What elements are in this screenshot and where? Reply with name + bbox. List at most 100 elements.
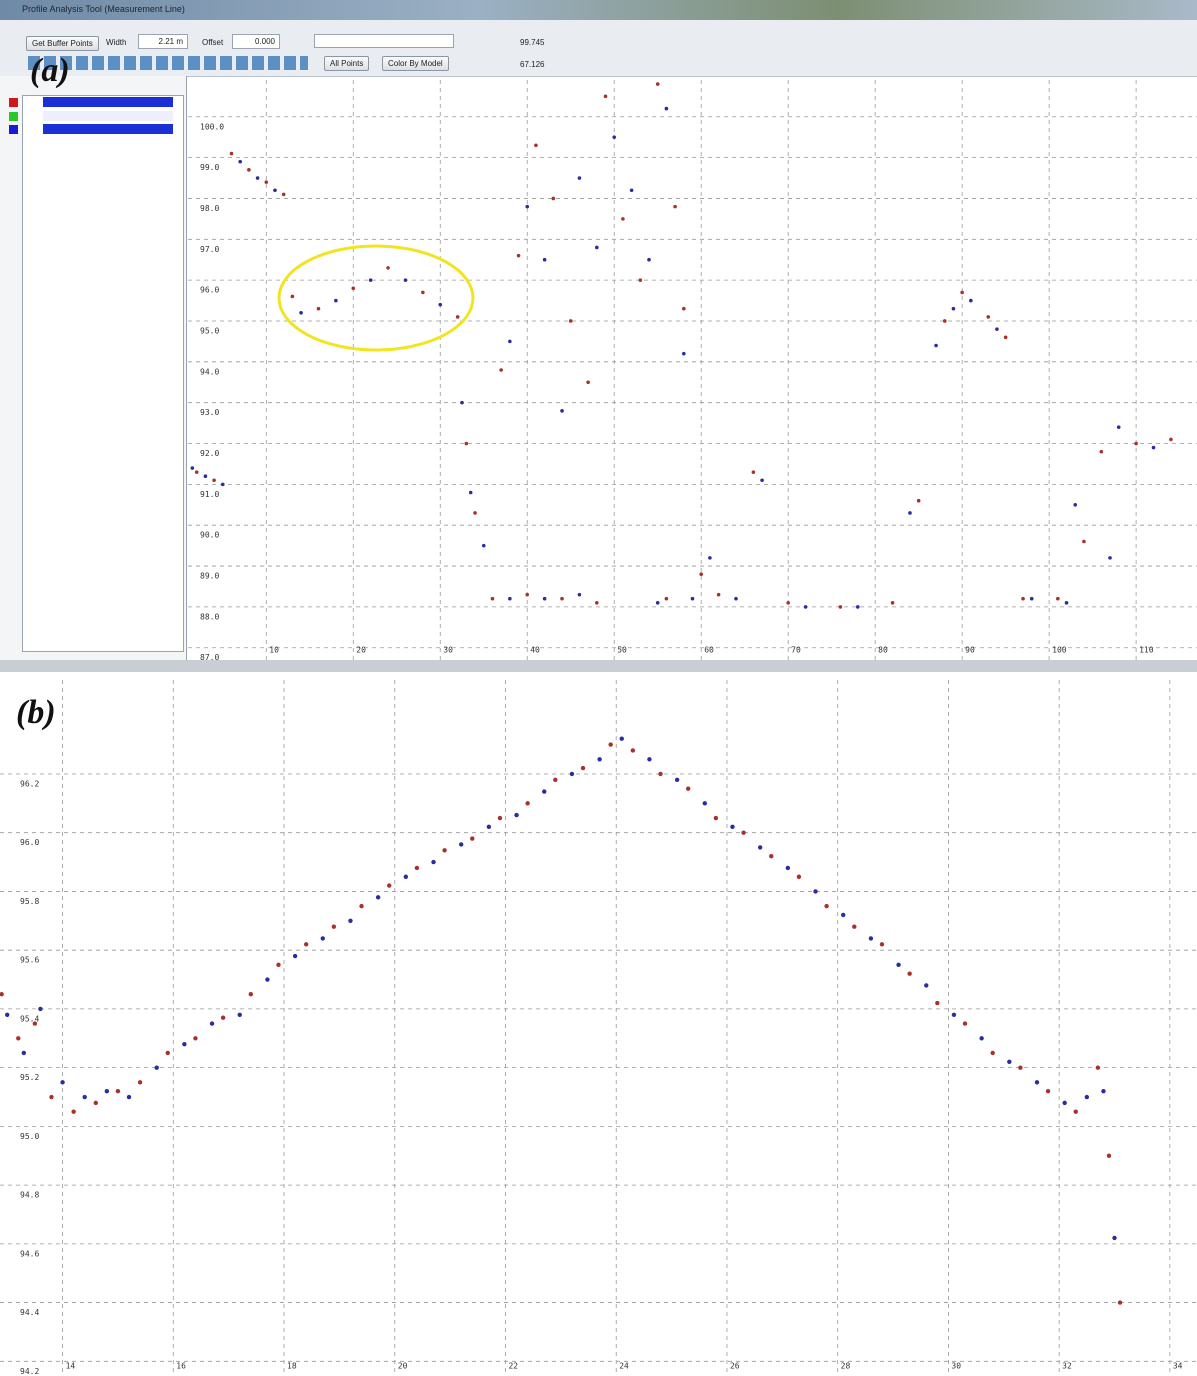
point: [438, 302, 443, 307]
icon-strip[interactable]: [28, 56, 308, 70]
point: [247, 168, 251, 172]
point: [629, 188, 634, 193]
point: [82, 1094, 87, 1100]
point: [316, 306, 321, 311]
point: [248, 992, 254, 997]
point: [896, 962, 901, 968]
color-mode[interactable]: Color By Model: [382, 56, 449, 71]
window-title: Profile Analysis Tool (Measurement Line): [22, 4, 185, 14]
y-tick-label: 94.8: [20, 1191, 39, 1200]
point-filter[interactable]: All Points: [324, 56, 370, 71]
point: [212, 478, 216, 483]
swatch: [9, 112, 18, 121]
y-tick-label: 90.0: [200, 531, 219, 540]
separator: [0, 660, 1197, 672]
point: [1169, 437, 1173, 442]
x-tick-label: 100: [1052, 646, 1067, 655]
point: [499, 368, 503, 372]
readout-2: 67.126: [520, 60, 545, 69]
y-tick-label: 94.2: [20, 1367, 39, 1376]
x-tick-label: 70: [791, 646, 801, 655]
point: [786, 601, 790, 605]
y-tick-label: 95.8: [20, 897, 39, 906]
point: [331, 924, 337, 929]
point: [464, 441, 469, 446]
y-tick-label: 96.2: [20, 779, 39, 788]
point: [716, 592, 721, 597]
x-tick-label: 80: [878, 646, 888, 655]
point: [1056, 596, 1060, 601]
point: [630, 748, 636, 753]
point: [702, 801, 708, 806]
point: [1151, 445, 1156, 450]
point: [1018, 1065, 1023, 1070]
point: [960, 290, 964, 295]
point: [1073, 1109, 1078, 1114]
point: [1073, 502, 1078, 507]
point: [238, 159, 242, 164]
point: [942, 319, 947, 323]
point: [154, 1065, 159, 1070]
point: [165, 1050, 170, 1056]
get-buffer-button[interactable]: Get Buffer Points: [26, 36, 99, 51]
point: [190, 466, 195, 470]
point: [71, 1109, 76, 1114]
point: [577, 176, 582, 180]
point: [193, 1036, 198, 1041]
y-tick-label: 95.2: [20, 1073, 39, 1082]
layer-row[interactable]: [43, 111, 173, 121]
layer-row[interactable]: [43, 97, 173, 107]
layer-row[interactable]: [43, 124, 173, 134]
point: [1007, 1059, 1012, 1064]
title-bar: Profile Analysis Tool (Measurement Line): [0, 0, 1197, 20]
point: [194, 470, 199, 474]
point: [638, 278, 643, 282]
point: [458, 842, 464, 847]
point: [264, 180, 269, 184]
slider[interactable]: [314, 34, 454, 48]
point: [935, 1000, 940, 1006]
point: [468, 490, 473, 495]
point: [908, 511, 912, 515]
point: [838, 605, 843, 609]
offset-input[interactable]: 0.000: [232, 34, 280, 49]
point: [442, 848, 447, 853]
point: [126, 1094, 132, 1100]
point: [273, 188, 277, 193]
point: [760, 478, 764, 483]
point: [4, 1012, 10, 1017]
point: [265, 977, 270, 982]
point: [568, 319, 573, 323]
point: [414, 865, 420, 871]
point: [595, 245, 599, 250]
point: [542, 257, 547, 262]
point: [658, 771, 663, 777]
y-tick-label: 97.0: [200, 245, 219, 254]
toolbar: Get Buffer Points Width 2.21 m Offset 0.…: [0, 20, 1197, 77]
point: [603, 94, 608, 99]
point: [303, 942, 309, 947]
x-tick-label: 16: [176, 1362, 186, 1371]
point: [49, 1094, 54, 1100]
point: [334, 298, 338, 303]
x-tick-label: 20: [398, 1362, 408, 1371]
point: [508, 339, 512, 344]
point: [359, 903, 364, 909]
point: [813, 889, 818, 894]
point: [525, 204, 530, 209]
point: [647, 257, 651, 262]
point: [890, 601, 895, 605]
point: [421, 290, 425, 295]
highlight-ellipse: [277, 244, 475, 352]
plot-b-bg: [0, 672, 1197, 1376]
point: [713, 815, 719, 821]
point: [577, 592, 582, 597]
x-tick-label: 20: [356, 646, 366, 655]
point: [879, 942, 885, 947]
point: [1082, 539, 1086, 544]
x-tick-label: 110: [1139, 646, 1154, 655]
point: [586, 380, 590, 385]
width-input[interactable]: 2.21 m: [138, 34, 188, 49]
point: [220, 482, 225, 487]
